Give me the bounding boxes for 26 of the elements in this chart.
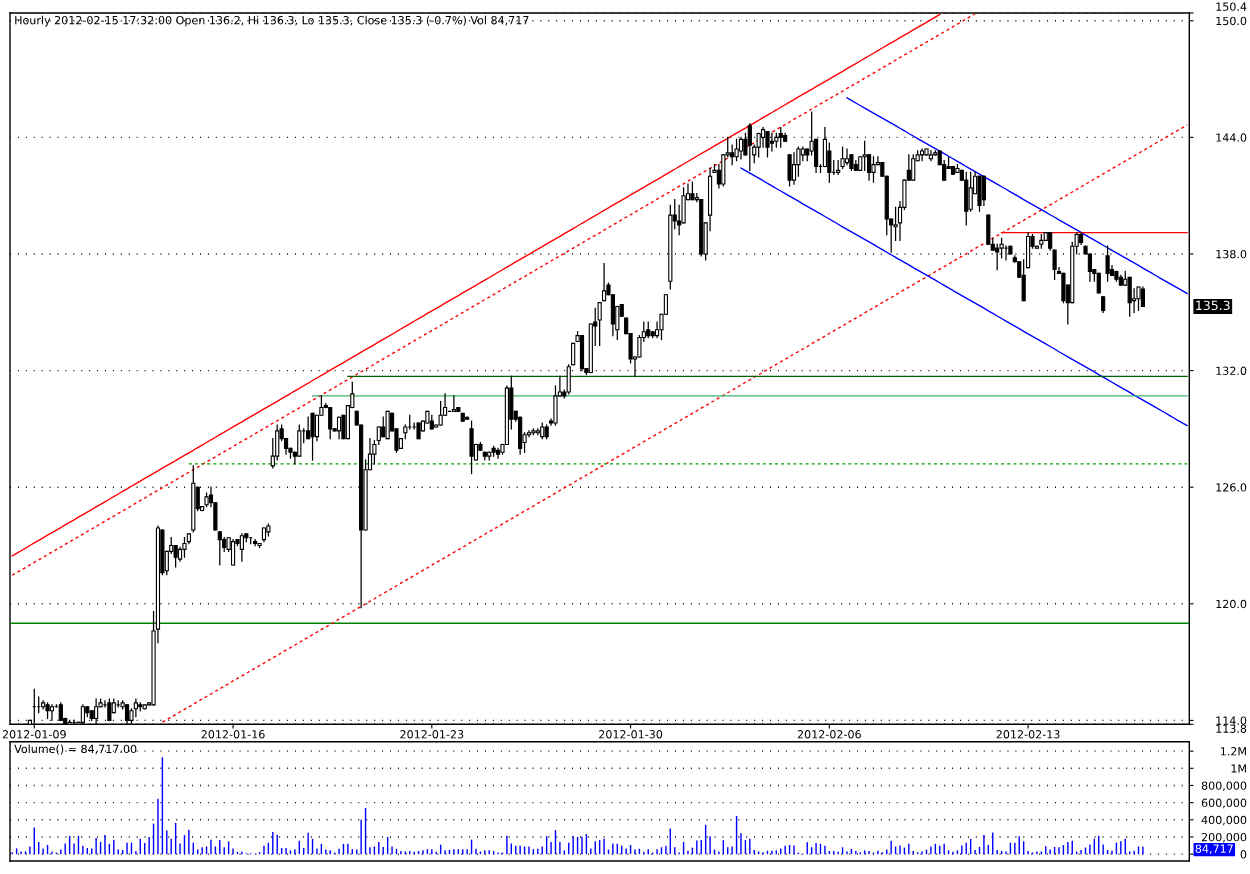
y-tick-label: 150.0 (1216, 16, 1247, 26)
x-tick-label: 2012-01-30 (599, 730, 663, 739)
y-tick-label: 114.0 (1216, 716, 1247, 725)
y-tick-label: 800,000 (1201, 781, 1247, 791)
y-tick-label: 126.0 (1216, 483, 1247, 492)
x-tick-label: 2012-02-06 (797, 730, 861, 739)
y-tick-label: 1.2M (1220, 747, 1246, 756)
y-tick-label: 600,000 (1201, 798, 1247, 809)
y-tick-label: 1M (1231, 764, 1246, 773)
x-tick-label: 2012-01-23 (400, 730, 464, 739)
text: 84,717 (1195, 844, 1233, 854)
y-tick-label: 150.4 (1216, 2, 1247, 11)
y-tick-label: 144.0 (1216, 133, 1247, 142)
chart-title: Volume() = 84,717.00 (14, 744, 137, 755)
chart-title: Hourly 2012-02-15 17:32:00 Open 136.2, Hi 136.3, Lo 135.3, Close 135.3 (-0.7%) Vol 84,717 (15, 15, 529, 27)
y-tick-label: 132.0 (1216, 366, 1247, 375)
y-tick-label: 113.8 (1216, 724, 1247, 733)
y-tick-label: 120.0 (1216, 599, 1247, 609)
y-tick-label: 138.0 (1216, 249, 1247, 259)
y-tick-label: 200,000 (1201, 832, 1247, 843)
x-tick-label: 2012-01-16 (201, 730, 265, 739)
x-tick-label: 2012-01-09 (2, 730, 66, 739)
x-tick-label: 2012-02-13 (996, 730, 1060, 739)
y-tick-label: 0 (1240, 850, 1247, 859)
y-tick-label: 400,000 (1201, 815, 1247, 826)
text: 135.3 (1196, 300, 1230, 311)
